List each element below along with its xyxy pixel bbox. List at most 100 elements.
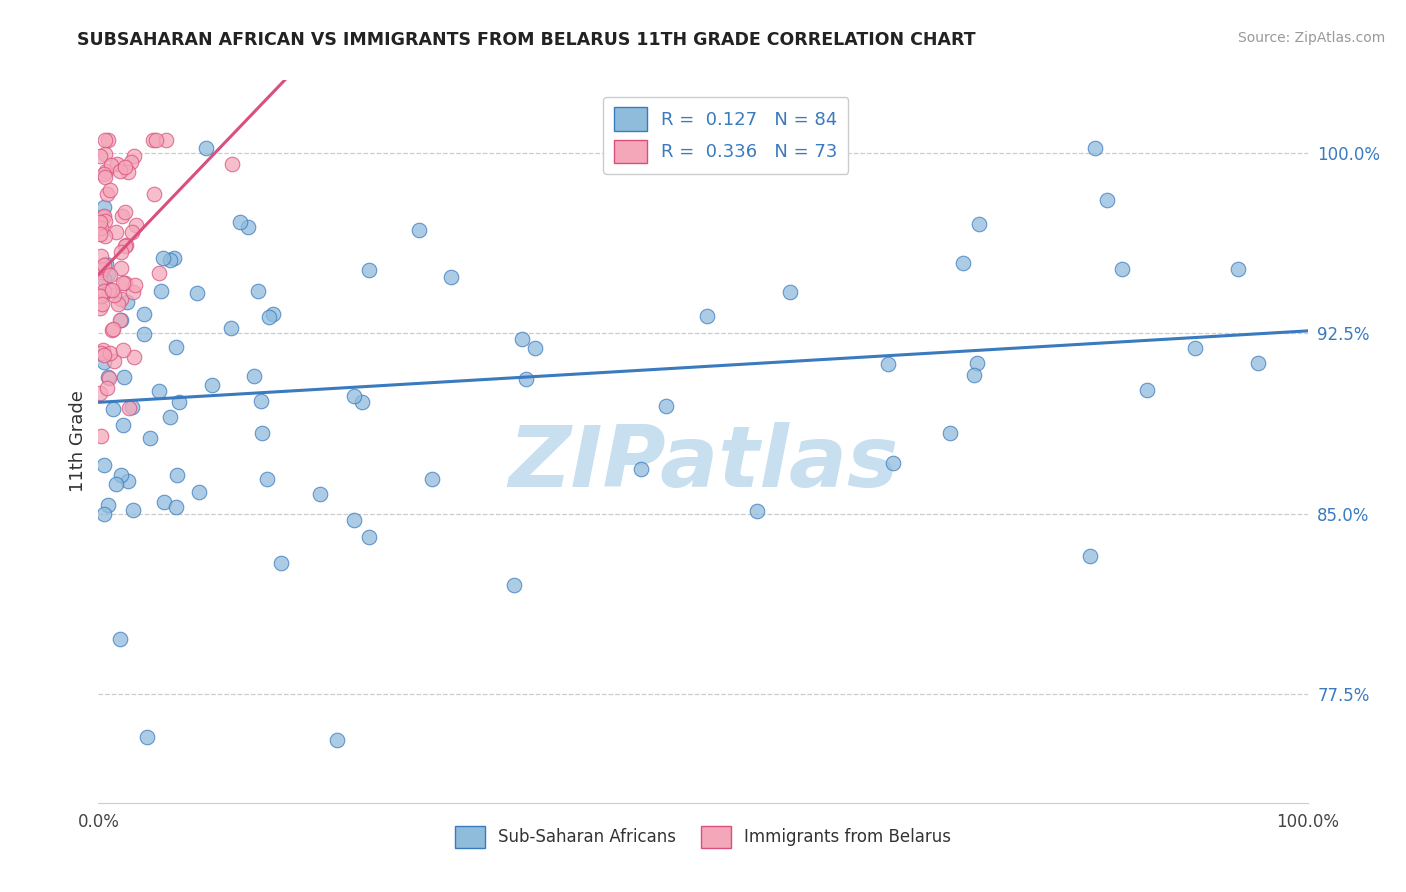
Point [343, 513, 366, 527]
Point [100, 158, 122, 172]
Point [136, 731, 159, 745]
Point [94, 228, 117, 243]
Point [420, 472, 443, 486]
Point [252, 426, 274, 441]
Point [93, 458, 115, 473]
Point [359, 530, 381, 544]
Point [110, 260, 132, 275]
Point [257, 310, 280, 324]
Point [877, 357, 900, 371]
Point [89, 227, 111, 241]
Point [343, 389, 366, 403]
Point [121, 401, 143, 415]
Point [96, 257, 118, 271]
Point [249, 393, 271, 408]
Point [111, 343, 134, 358]
Point [101, 322, 124, 336]
Point [101, 323, 124, 337]
Point [1111, 261, 1133, 276]
Point [103, 287, 125, 301]
Point [779, 285, 801, 300]
Point [359, 263, 381, 277]
Point [115, 294, 138, 309]
Point [114, 239, 136, 253]
Point [1095, 193, 1118, 207]
Y-axis label: 11th Grade: 11th Grade [69, 391, 87, 492]
Point [110, 292, 132, 306]
Point [166, 467, 188, 482]
Point [108, 163, 131, 178]
Point [655, 399, 678, 413]
Point [167, 394, 190, 409]
Point [89, 149, 111, 163]
Point [90, 289, 112, 303]
Point [93, 133, 115, 147]
Point [93, 272, 115, 286]
Point [93, 168, 115, 182]
Point [89, 301, 111, 315]
Point [110, 632, 132, 647]
Point [93, 200, 115, 214]
Point [89, 288, 111, 302]
Point [96, 163, 118, 178]
Point [120, 154, 142, 169]
Point [98, 371, 121, 385]
Point [195, 141, 218, 155]
Point [111, 209, 134, 223]
Point [163, 251, 186, 265]
Point [221, 157, 243, 171]
Point [939, 425, 962, 440]
Point [97, 283, 120, 297]
Point [1184, 341, 1206, 355]
Point [90, 297, 112, 311]
Point [89, 215, 111, 229]
Point [150, 285, 173, 299]
Point [503, 578, 526, 592]
Point [630, 462, 652, 476]
Point [153, 495, 176, 509]
Point [94, 169, 117, 184]
Point [110, 468, 132, 483]
Point [110, 244, 132, 259]
Point [105, 157, 128, 171]
Point [145, 133, 167, 147]
Point [107, 297, 129, 311]
Text: SUBSAHARAN AFRICAN VS IMMIGRANTS FROM BELARUS 11TH GRADE CORRELATION CHART: SUBSAHARAN AFRICAN VS IMMIGRANTS FROM BE… [77, 31, 976, 49]
Point [122, 285, 145, 299]
Point [967, 217, 990, 231]
Point [104, 225, 127, 239]
Point [114, 277, 136, 291]
Point [96, 381, 118, 395]
Point [90, 429, 112, 443]
Point [93, 147, 115, 161]
Point [148, 266, 170, 280]
Point [219, 320, 242, 334]
Legend: Sub-Saharan Africans, Immigrants from Belarus: Sub-Saharan Africans, Immigrants from Be… [446, 818, 960, 856]
Point [111, 418, 134, 433]
Point [118, 401, 141, 415]
Point [440, 269, 463, 284]
Point [125, 218, 148, 232]
Point [89, 274, 111, 288]
Text: ZIPatlas: ZIPatlas [508, 422, 898, 505]
Point [91, 261, 114, 276]
Point [148, 384, 170, 398]
Point [90, 346, 112, 360]
Point [97, 370, 120, 384]
Point [262, 307, 284, 321]
Point [90, 221, 112, 235]
Point [138, 432, 160, 446]
Point [1136, 383, 1159, 397]
Point [696, 309, 718, 323]
Point [122, 350, 145, 364]
Point [98, 345, 121, 359]
Point [1084, 141, 1107, 155]
Point [270, 556, 292, 570]
Point [134, 307, 156, 321]
Point [229, 215, 252, 229]
Point [159, 409, 181, 424]
Point [98, 183, 121, 197]
Text: Source: ZipAtlas.com: Source: ZipAtlas.com [1237, 31, 1385, 45]
Point [110, 312, 132, 326]
Point [91, 343, 114, 357]
